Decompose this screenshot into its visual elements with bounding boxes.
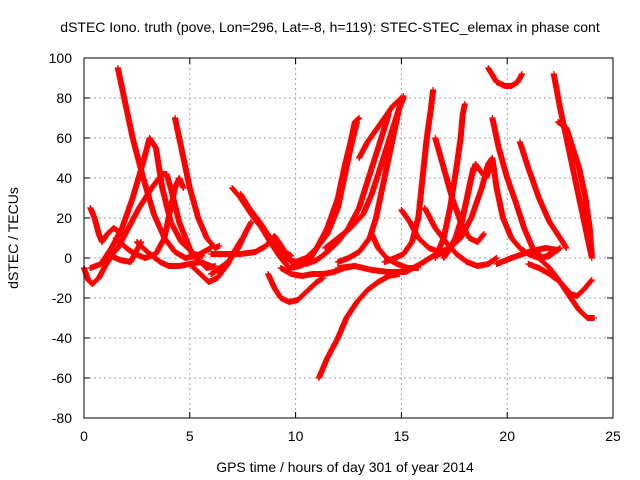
plus-markers: [493, 245, 561, 267]
series-pass-15: [282, 115, 363, 265]
y-tick-label: 0: [64, 250, 72, 266]
series-pass-21: [356, 95, 405, 161]
plus-markers: [381, 87, 437, 265]
x-tick-label: 0: [80, 428, 88, 444]
series-pass-8: [133, 239, 214, 269]
plus-markers: [516, 139, 570, 251]
plus-markers: [334, 249, 447, 275]
chart-title: dSTEC Iono. truth (pove, Lon=296, Lat=-8…: [60, 19, 600, 35]
x-tick-label: 15: [394, 428, 410, 444]
series-pass-33: [516, 139, 570, 251]
y-tick-label: 20: [56, 210, 72, 226]
series-pass-19: [322, 95, 407, 251]
plus-markers: [265, 271, 327, 305]
series-pass-20: [334, 93, 407, 265]
y-tick-label: -60: [52, 370, 72, 386]
plus-markers: [555, 119, 595, 259]
y-axis-ticks: -80 -60 -40 -20 0 20 40 60 80 100: [49, 50, 613, 426]
series-pass-14: [265, 271, 327, 305]
plus-markers: [535, 255, 597, 321]
y-tick-label: -40: [52, 330, 72, 346]
y-tick-label: 80: [56, 90, 72, 106]
y-tick-label: 100: [49, 50, 73, 66]
plot-frame: [83, 57, 614, 419]
y-axis-label: dSTEC / TECUs: [5, 187, 21, 289]
plus-markers: [87, 205, 126, 245]
data-series: [81, 65, 597, 381]
series-pass-17: [315, 271, 403, 381]
plus-markers: [315, 271, 403, 381]
plus-markers: [489, 115, 557, 261]
series-pass-30: [436, 155, 564, 261]
y-tick-label: -20: [52, 290, 72, 306]
plus-markers: [436, 155, 564, 261]
plus-markers: [133, 239, 214, 269]
plus-markers: [282, 115, 363, 265]
series-pass-32: [489, 115, 557, 261]
plus-markers: [356, 95, 405, 161]
y-tick-label: 60: [56, 130, 72, 146]
y-tick-label: 40: [56, 170, 72, 186]
series-pass-36: [555, 119, 595, 259]
x-axis-label: GPS time / hours of day 301 of year 2014: [216, 459, 474, 475]
series-pass-31: [485, 65, 525, 89]
plus-markers: [172, 115, 223, 251]
series-pass-38: [535, 255, 597, 321]
series-pass-2: [87, 205, 126, 245]
series-pass-34: [493, 245, 561, 267]
x-tick-label: 5: [186, 428, 194, 444]
y-tick-label: -80: [52, 410, 72, 426]
x-axis-ticks: 0 5 10 15 20 25: [80, 58, 621, 444]
x-tick-label: 10: [288, 428, 304, 444]
series-pass-24: [334, 249, 447, 275]
plus-markers: [322, 95, 407, 251]
series-pass-23: [381, 87, 437, 265]
plus-markers: [334, 93, 407, 265]
x-tick-label: 25: [605, 428, 621, 444]
series-pass-28: [432, 101, 468, 261]
series-pass-7: [172, 115, 223, 251]
grid-lines: [84, 58, 613, 418]
plus-markers: [485, 65, 525, 89]
plus-markers: [432, 101, 468, 261]
x-tick-label: 20: [499, 428, 515, 444]
